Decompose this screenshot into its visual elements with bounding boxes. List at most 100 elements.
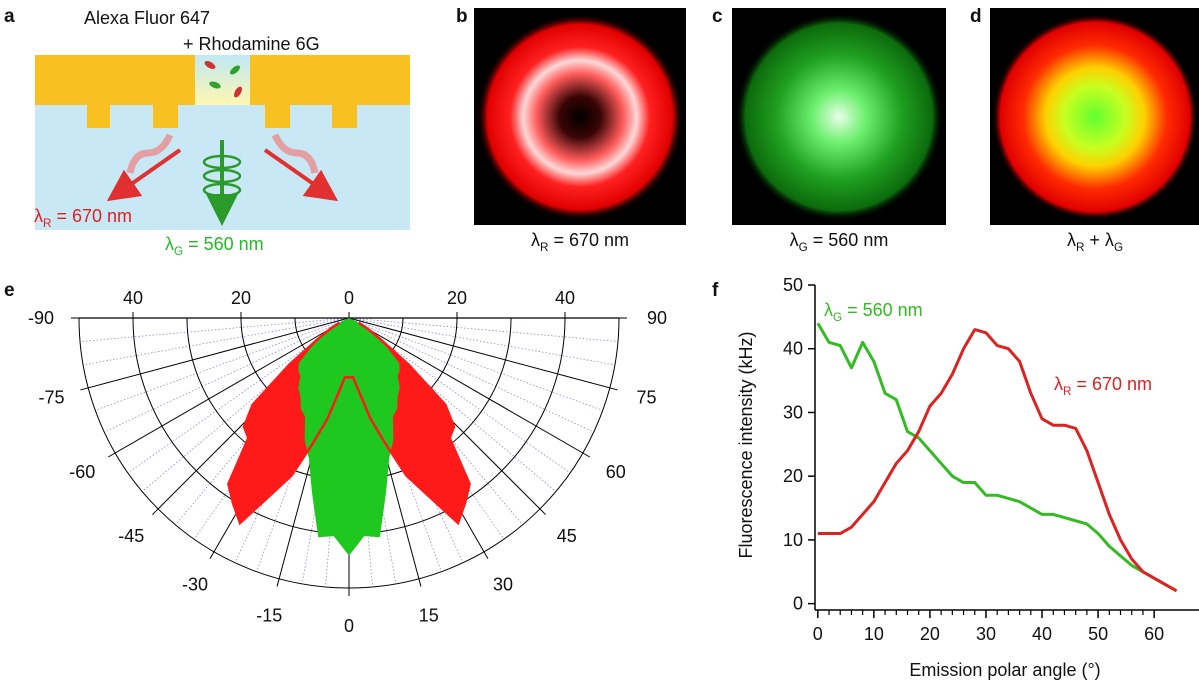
red-lobe [228,318,470,524]
r-tick-label: 20 [447,288,467,308]
minor-spoke [301,317,350,584]
r-tick-label: 0 [344,288,354,308]
polar-chart: -90 -75 -60 -45 -30 -15 0 15 30 45 60 75 90 0 20 20 40 40 [28,288,667,636]
minor-spoke [348,317,373,588]
theta-tick-label: 0 [344,616,354,636]
minor-spoke [325,317,350,588]
theta-tick-label: -30 [182,575,208,595]
text-part: = 670 nm [51,206,132,226]
r-tick-label: 40 [123,288,143,308]
text-part: λ [1067,230,1076,250]
x-tick-label: 60 [1144,624,1164,644]
text-part: λ [790,230,799,250]
line-chart: 0 10 20 30 40 50 0 10 20 30 40 50 60 Emission polar a… [736,275,1199,680]
text-part: = 560 nm [842,300,923,320]
minor-spoke [348,317,603,411]
series-line [816,322,1178,593]
minor-spoke [95,317,350,411]
panel-a: a Alexa Fluor 647 + Rhodamine 6G λR = 67… [4,6,410,258]
theta-tick-label: -60 [69,462,95,482]
text-part: = 670 nm [548,230,629,250]
minor-spoke [104,317,350,433]
panel-label: e [4,280,15,301]
theta-tick-label: -90 [28,308,54,328]
theta-tick-label: -45 [118,526,144,546]
minor-spoke [141,317,350,492]
green-wavelength: λG = 560 nm [165,234,264,258]
subscript: G [1114,241,1123,254]
minor-spoke [348,317,619,342]
minor-spoke [83,317,350,366]
theta-tick-label: 75 [636,388,656,408]
minor-spoke [348,317,442,572]
spoke [348,317,591,458]
caption: λR = 670 nm [531,230,629,254]
text-part: = 560 nm [183,234,264,254]
series-label: λG = 560 nm [824,300,923,324]
text-part: + λ [1084,230,1114,250]
theta-tick-label: -75 [38,388,64,408]
y-tick-label: 0 [793,594,803,614]
minor-spoke [348,317,397,584]
minor-spoke [348,317,505,540]
ring [78,317,620,589]
text-part: = 560 nm [808,230,889,250]
minor-spoke [234,317,350,563]
panel-label: a [4,6,15,27]
theta-tick-label: 30 [493,575,513,595]
spoke [348,317,618,391]
r-tick-label: 40 [555,288,575,308]
minor-spoke [348,317,571,474]
panel-c: c λG = 560 nm [712,6,946,254]
text-part: λ [531,230,540,250]
panel-label: f [712,280,719,301]
x-tick-label: 30 [976,624,996,644]
x-axis-label: Emission polar angle (°) [909,660,1100,680]
subscript: R [540,241,548,254]
minor-spoke [348,317,594,433]
x-tick-label: 10 [864,624,884,644]
image-red [477,14,683,220]
spoke [80,317,350,391]
minor-spoke [193,317,350,540]
x-tick-label: 40 [1032,624,1052,644]
caption: λR + λG [1067,230,1123,254]
subscript: G [799,241,808,254]
text-part: λ [824,300,833,320]
panel-label: d [970,6,982,27]
text-part: = 670 nm [1071,374,1152,394]
image-merged [992,14,1198,220]
r-tick-label: 20 [231,288,251,308]
panel-label: c [712,6,723,27]
theta-tick-label: 60 [606,462,626,482]
x-tick-label: 20 [920,624,940,644]
minor-spoke [127,317,350,474]
subscript: R [1076,241,1084,254]
red-wavelength: λR = 670 nm [34,206,132,230]
y-tick-label: 50 [783,275,803,295]
molecules [204,61,242,98]
dye-label: + Rhodamine 6G [183,34,320,54]
series-label: λR = 670 nm [1054,374,1152,398]
green-lobe [298,318,400,556]
panel-b: b λR = 670 nm [456,6,686,254]
panel-d: d λR + λG [970,6,1199,254]
theta-tick-label: -15 [256,606,282,626]
dye-label: Alexa Fluor 647 [84,8,210,28]
spoke [107,317,350,458]
y-tick-label: 30 [783,402,803,422]
text-part: λ [1054,374,1063,394]
subscript: G [174,245,183,258]
image-green [735,13,943,221]
y-tick-label: 10 [783,530,803,550]
emission-arrows [106,133,339,226]
series-line [817,328,1178,593]
minor-spoke [348,317,523,526]
minor-spoke [175,317,350,526]
x-tick-label: 50 [1088,624,1108,644]
minor-spoke [79,317,350,342]
subscript: R [43,217,51,230]
gold-film [35,55,410,128]
aperture [195,55,250,105]
